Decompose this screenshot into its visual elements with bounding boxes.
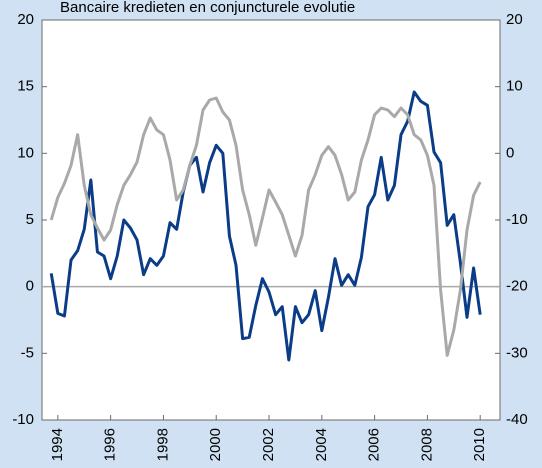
series-line (49, 96, 482, 357)
x-tick-label: 2008 (418, 428, 435, 461)
x-tick-label: 1994 (49, 428, 66, 461)
y-tick-label: 10 (17, 144, 34, 161)
y2-tick-label: -20 (506, 278, 528, 295)
y2-tick-label: -30 (506, 344, 528, 361)
y2-tick-label: 20 (506, 11, 523, 28)
y-tick-label: -10 (12, 411, 34, 428)
y2-tick-label: 10 (506, 78, 523, 95)
y-tick-label: 0 (26, 278, 34, 295)
y-tick-label: -5 (21, 344, 34, 361)
x-tick-label: 2002 (260, 428, 277, 461)
y-tick-label: 5 (26, 211, 34, 228)
x-tick-label: 2000 (207, 428, 224, 461)
y2-tick-label: -10 (506, 211, 528, 228)
plot-area (41, 19, 501, 421)
x-tick-label: 1996 (102, 428, 119, 461)
x-tick-label: 2004 (313, 428, 330, 461)
y-tick-label: 20 (17, 11, 34, 28)
y-tick-label: 15 (17, 78, 34, 95)
x-tick-label: 2010 (471, 428, 488, 461)
y2-tick-label: -40 (506, 411, 528, 428)
y2-tick-label: 0 (506, 144, 514, 161)
x-tick-label: 1998 (154, 428, 171, 461)
chart-title: Bancaire kredieten en conjuncturele evol… (60, 0, 355, 16)
x-tick-label: 2006 (366, 428, 383, 461)
